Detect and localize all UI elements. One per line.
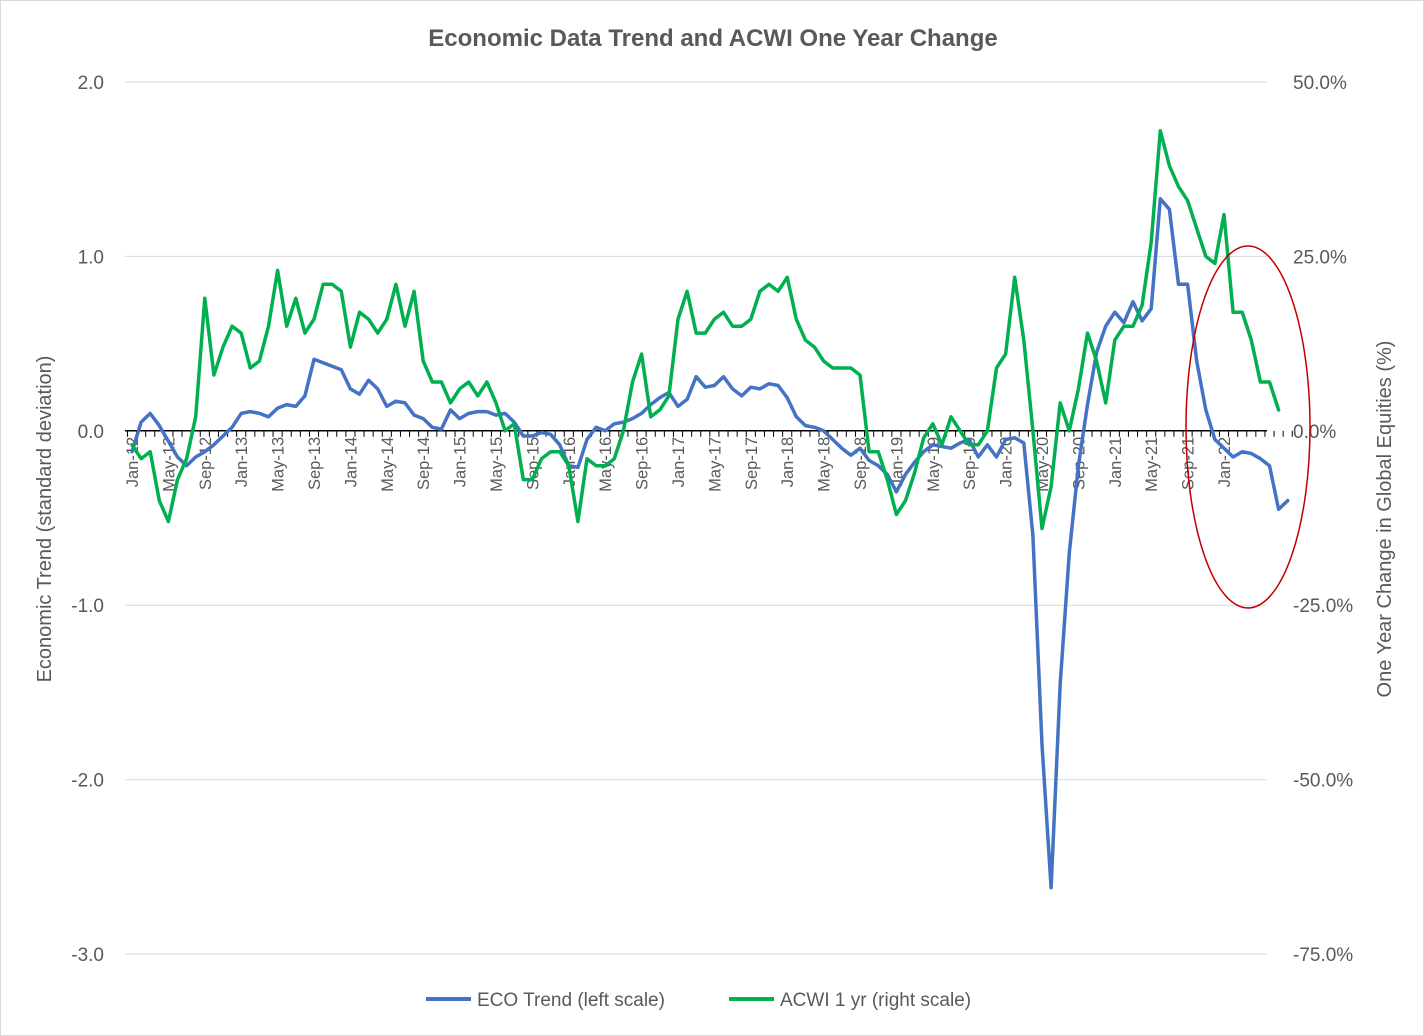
x-tick-label: Sep-21 — [1180, 437, 1198, 490]
series-line-acwi — [130, 129, 1281, 531]
y-tick-label-right: -50.0% — [1293, 771, 1353, 792]
x-tick-label: Jan-22 — [1216, 437, 1234, 487]
series-layer — [130, 129, 1290, 890]
x-tick-label: May-19 — [925, 437, 943, 492]
x-tick-label: Sep-15 — [524, 437, 542, 490]
y-tick-label-right: 50.0% — [1293, 73, 1347, 94]
legend: ECO Trend (left scale) ACWI 1 yr (right … — [426, 990, 971, 1011]
x-tick-label: Sep-17 — [743, 437, 761, 490]
y-tick-label-left: 2.0 — [78, 73, 104, 94]
x-axis-ticks: Jan-12 May-12 Sep-12 Jan-13 May-13 Sep-13 Jan-… — [124, 430, 1293, 492]
y-tick-label-left: -1.0 — [71, 596, 104, 617]
y-tick-label-right: -25.0% — [1293, 596, 1353, 617]
x-tick-label: Jan-21 — [1107, 437, 1125, 487]
y-axis-label-right: One Year Change in Global Equities (%) — [1374, 341, 1396, 698]
y-axis-label-left: Economic Trend (standard deviation) — [34, 356, 56, 683]
right-axis-ticks: 50.0% 25.0% 0.0% -25.0% -50.0% -75.0% — [1293, 73, 1353, 966]
x-tick-label: Sep-16 — [634, 437, 652, 490]
x-tick-label: May-15 — [488, 437, 506, 492]
x-tick-label: Jan-17 — [670, 437, 688, 487]
x-tick-label: Jan-13 — [233, 437, 251, 487]
y-tick-label-right: 0.0% — [1293, 422, 1336, 443]
x-tick-label: Jan-19 — [888, 437, 906, 487]
x-tick-label: Sep-13 — [306, 437, 324, 490]
chart-title: Economic Data Trend and ACWI One Year Ch… — [428, 25, 997, 52]
y-tick-label-left: 1.0 — [78, 247, 104, 268]
x-tick-label: May-17 — [706, 437, 724, 492]
x-tick-label: Jan-18 — [779, 437, 797, 487]
series-line-eco-trend — [130, 197, 1290, 890]
x-tick-label: Sep-14 — [415, 437, 433, 490]
gridlines — [125, 81, 1267, 955]
x-tick-label: May-18 — [816, 437, 834, 492]
highlight-ellipse — [1185, 245, 1311, 609]
x-tick-label: Sep-12 — [197, 437, 215, 490]
x-tick-label: Jan-14 — [342, 437, 360, 487]
x-tick-label: Jan-20 — [998, 437, 1016, 487]
legend-label-eco-trend: ECO Trend (left scale) — [477, 990, 665, 1011]
y-tick-label-left: 0.0 — [78, 422, 104, 443]
x-tick-label: May-13 — [270, 437, 288, 492]
y-tick-label-left: -2.0 — [71, 771, 104, 792]
y-tick-label-left: -3.0 — [71, 945, 104, 966]
y-tick-label-right: -75.0% — [1293, 945, 1353, 966]
x-tick-label: Jan-16 — [561, 437, 579, 487]
legend-label-acwi: ACWI 1 yr (right scale) — [780, 990, 971, 1011]
x-tick-label: May-14 — [379, 437, 397, 492]
x-tick-label: May-21 — [1143, 437, 1161, 492]
left-axis-ticks: 2.0 1.0 0.0 -1.0 -2.0 -3.0 — [71, 73, 104, 966]
x-tick-label: Jan-15 — [452, 437, 470, 487]
x-tick-label: Jan-12 — [124, 437, 142, 487]
y-tick-label-right: 25.0% — [1293, 247, 1347, 268]
